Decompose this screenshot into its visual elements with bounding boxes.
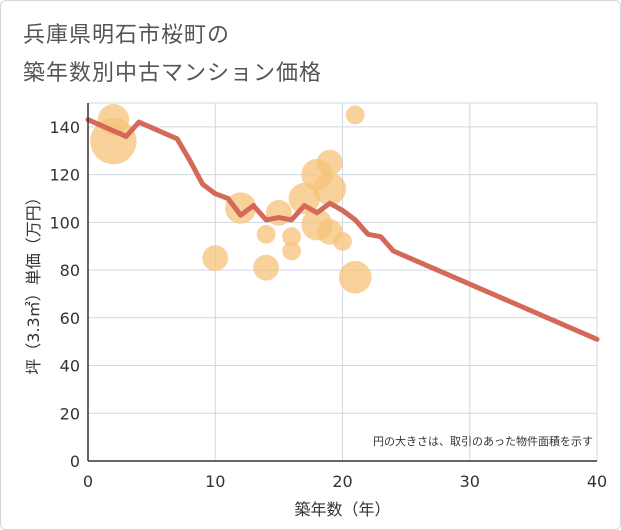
scatter-point: [282, 227, 301, 247]
x-tick-label: 40: [587, 472, 607, 491]
scatter-point: [338, 260, 372, 294]
scatter-point: [282, 241, 301, 261]
y-tick-label: 20: [60, 404, 80, 423]
x-tick-label: 20: [332, 472, 352, 491]
size-annotation: 円の大きさは、取引のあった物件面積を示す: [373, 434, 593, 448]
y-tick-labels: 0 20 40 60 80 100 120 140: [49, 118, 80, 471]
x-axis-label: 築年数（年）: [294, 500, 390, 519]
average-line-series: [85, 117, 600, 342]
average-line: [85, 117, 600, 342]
scatter-point: [202, 245, 229, 272]
y-tick-label: 0: [70, 452, 80, 471]
axes: [87, 103, 597, 462]
x-tick-label: 10: [205, 472, 225, 491]
y-axis-label: 坪（3.3㎡）単価（万円）: [24, 189, 43, 374]
x-tick-label: 30: [460, 472, 480, 491]
chart-title-line2: 築年数別中古マンション価格: [23, 61, 323, 86]
scatter-point: [345, 105, 365, 125]
scatter-point: [265, 199, 292, 226]
y-tick-label: 120: [49, 166, 80, 185]
y-tick-label: 80: [60, 261, 80, 280]
x-tick-label: 0: [83, 472, 93, 491]
y-tick-label: 100: [49, 213, 80, 232]
y-tick-label: 140: [49, 118, 80, 137]
scatter-point: [256, 224, 276, 244]
scatter-point: [313, 172, 347, 206]
scatter-series: [90, 104, 372, 294]
y-tick-label: 60: [60, 309, 80, 328]
scatter-point: [288, 182, 321, 215]
scatter-point: [225, 192, 257, 224]
scatter-point: [333, 232, 352, 251]
chart-title-line1: 兵庫県明石市桜町の: [23, 23, 231, 48]
scatter-point: [316, 149, 343, 176]
x-tick-labels: 0 10 20 30 40: [83, 472, 607, 491]
y-tick-label: 40: [60, 357, 80, 376]
scatter-point: [253, 254, 280, 281]
